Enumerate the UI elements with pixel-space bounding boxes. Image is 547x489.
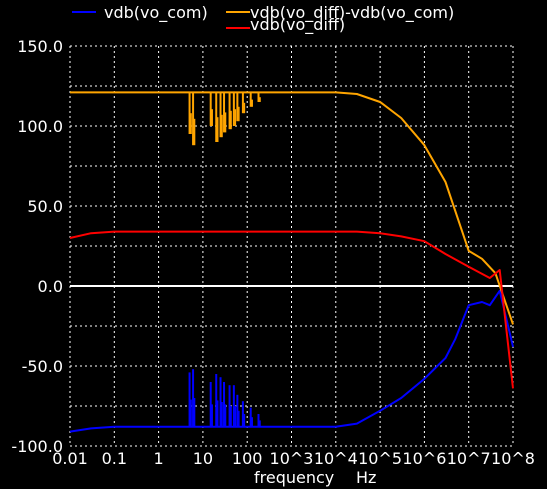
series-line-0 (69, 289, 514, 433)
x-tick-label: 10^4 (314, 449, 358, 468)
y-ticks: 150.0 100.0 50.0 0.0 -50.0 -100.0 (11, 37, 63, 456)
x-tick-label: 10^8 (491, 449, 535, 468)
x-tick-label: 10^6 (402, 449, 446, 468)
y-tick-label: -100.0 (11, 437, 63, 456)
y-tick-label: 100.0 (17, 117, 63, 136)
x-axis-label: frequency (254, 468, 334, 487)
y-tick-label: 0.0 (38, 277, 63, 296)
series-layer (69, 91, 514, 433)
y-tick-label: -50.0 (22, 357, 63, 376)
x-tick-label: 10^5 (358, 449, 402, 468)
legend-label-vo-com: vdb(vo_com) (104, 3, 208, 23)
x-ticks: 0.01 0.1 1 10 100 10^3 10^4 10^5 10^6 10^7 10^8 (52, 449, 535, 468)
x-axis-unit: Hz (356, 468, 376, 487)
x-tick-label: 10 (193, 449, 213, 468)
legend: vdb(vo_com) vdb(vo_diff)-vdb(vo_com) vdb… (72, 3, 454, 35)
x-tick-label: 0.01 (52, 449, 88, 468)
x-tick-label: 0.1 (102, 449, 127, 468)
x-tick-label: 10^7 (447, 449, 491, 468)
legend-label-vo-diff: vdb(vo_diff) (250, 15, 345, 35)
grid (69, 45, 514, 447)
x-tick-label: 1 (154, 449, 164, 468)
series-line-1 (70, 91, 514, 325)
legend-label-cmrr: vdb(vo_diff)-vdb(vo_com) (250, 3, 454, 23)
x-tick-label: 100 (232, 449, 263, 468)
y-tick-label: 150.0 (17, 37, 63, 56)
series-line-2 (69, 230, 514, 389)
x-tick-label: 10^3 (270, 449, 314, 468)
y-tick-label: 50.0 (27, 197, 63, 216)
